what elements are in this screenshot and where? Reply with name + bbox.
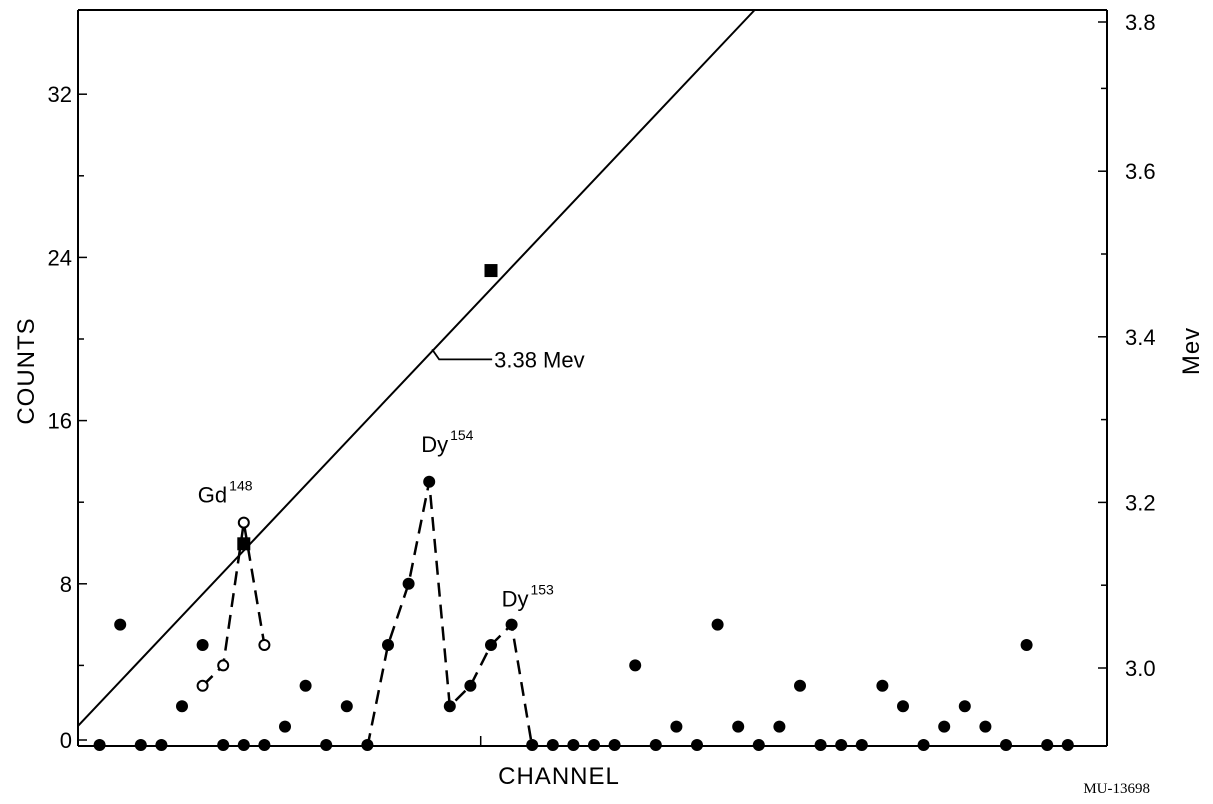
peak-label: Dy 153 bbox=[502, 582, 554, 612]
y-axis-left: 0 8 16 24 32 bbox=[48, 82, 87, 753]
peak-label-mass: 148 bbox=[229, 478, 253, 494]
data-point bbox=[979, 720, 992, 733]
data-point bbox=[279, 720, 291, 733]
data-points bbox=[93, 475, 1074, 751]
y-tick-label: 0 bbox=[60, 728, 72, 753]
data-point bbox=[752, 739, 765, 751]
mev-pointer bbox=[431, 348, 493, 361]
peak-label-element: Dy bbox=[502, 587, 529, 612]
data-point bbox=[176, 700, 188, 713]
data-point bbox=[876, 679, 889, 692]
data-point bbox=[114, 618, 127, 631]
y-tick-label: 32 bbox=[48, 82, 72, 107]
data-point bbox=[1000, 739, 1012, 751]
peak-label: Gd 148 bbox=[198, 478, 253, 508]
data-point bbox=[485, 639, 497, 651]
x-axis-title: CHANNEL bbox=[498, 763, 620, 790]
peak-label-mass: 154 bbox=[450, 427, 474, 443]
data-point bbox=[588, 739, 600, 751]
data-point bbox=[732, 720, 745, 733]
y2-tick-label: 3.4 bbox=[1125, 325, 1156, 350]
y-tick-label: 8 bbox=[60, 572, 72, 597]
y2-axis-title: Mev bbox=[1178, 327, 1205, 375]
data-point bbox=[691, 739, 703, 751]
data-point bbox=[855, 739, 868, 751]
data-point bbox=[423, 475, 436, 488]
data-point bbox=[567, 739, 580, 751]
data-point bbox=[443, 700, 456, 713]
y2-tick-label: 3.6 bbox=[1125, 159, 1156, 184]
data-point bbox=[1041, 739, 1054, 751]
data-point bbox=[299, 679, 312, 692]
data-point bbox=[155, 739, 168, 751]
data-point bbox=[402, 577, 415, 590]
data-point bbox=[1061, 739, 1074, 751]
data-point bbox=[464, 679, 477, 692]
data-point bbox=[196, 639, 209, 651]
data-point bbox=[958, 700, 971, 713]
data-point-open bbox=[196, 679, 209, 692]
data-point bbox=[773, 720, 786, 733]
data-point bbox=[835, 739, 848, 751]
data-point bbox=[938, 720, 951, 733]
data-point bbox=[917, 739, 930, 751]
data-point-open bbox=[258, 639, 271, 651]
y-tick-label: 16 bbox=[48, 409, 72, 434]
y2-tick-label: 3.2 bbox=[1125, 490, 1156, 515]
data-point bbox=[340, 700, 353, 713]
data-point bbox=[320, 739, 333, 751]
calibration-marker bbox=[484, 264, 498, 278]
mev-annotation: 3.38 Mev bbox=[494, 347, 585, 372]
data-point bbox=[361, 739, 374, 751]
data-point bbox=[382, 639, 394, 651]
data-point-open bbox=[217, 659, 230, 672]
data-point bbox=[711, 618, 724, 631]
data-point bbox=[93, 739, 106, 751]
data-point bbox=[608, 739, 621, 751]
data-point bbox=[258, 739, 271, 751]
data-point bbox=[217, 739, 230, 751]
data-point bbox=[814, 739, 827, 751]
data-point bbox=[670, 720, 683, 733]
peak-label-mass: 153 bbox=[530, 582, 554, 598]
y-tick-label: 24 bbox=[48, 245, 72, 270]
data-point bbox=[526, 739, 539, 751]
data-point bbox=[897, 700, 909, 713]
y2-tick-label: 3.0 bbox=[1125, 656, 1156, 681]
y2-tick-label: 3.8 bbox=[1125, 10, 1156, 35]
peak-label: Dy 154 bbox=[421, 427, 473, 457]
data-point bbox=[134, 739, 147, 751]
figure-id: MU-13698 bbox=[1083, 781, 1150, 797]
plot-frame bbox=[77, 9, 1108, 747]
data-point bbox=[649, 739, 662, 751]
data-point bbox=[629, 659, 642, 672]
y-axis-right: 3.0 3.2 3.4 3.6 3.8 bbox=[1098, 10, 1156, 681]
data-point bbox=[1020, 639, 1033, 651]
data-point bbox=[237, 739, 250, 751]
peak-label-element: Dy bbox=[421, 432, 448, 457]
dashed-peak-lines bbox=[201, 481, 534, 748]
peak-label-element: Gd bbox=[198, 483, 227, 508]
calibration-line-group bbox=[77, 9, 756, 727]
data-point bbox=[505, 618, 518, 631]
data-point bbox=[546, 739, 559, 751]
data-point bbox=[794, 679, 806, 692]
calibration-line bbox=[77, 9, 756, 727]
dashed-peak-line-1 bbox=[201, 522, 266, 687]
data-point-open bbox=[237, 516, 250, 529]
y-axis-title: COUNTS bbox=[13, 317, 40, 424]
